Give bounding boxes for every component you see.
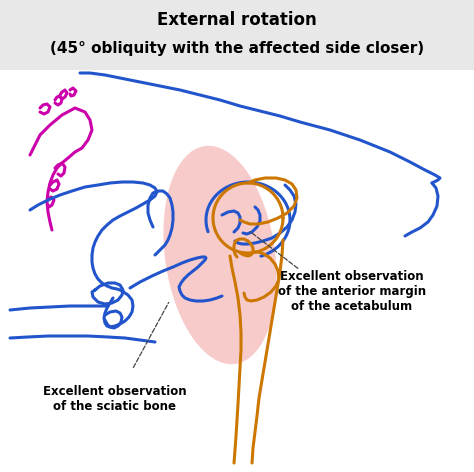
Ellipse shape — [164, 146, 276, 364]
Text: Excellent observation
of the anterior margin
of the acetabulum: Excellent observation of the anterior ma… — [278, 270, 426, 313]
Text: (45° obliquity with the affected side closer): (45° obliquity with the affected side cl… — [50, 41, 424, 56]
Bar — [0, 0, 474, 70]
Text: External rotation: External rotation — [157, 11, 317, 29]
Text: Excellent observation
of the sciatic bone: Excellent observation of the sciatic bon… — [43, 385, 187, 413]
